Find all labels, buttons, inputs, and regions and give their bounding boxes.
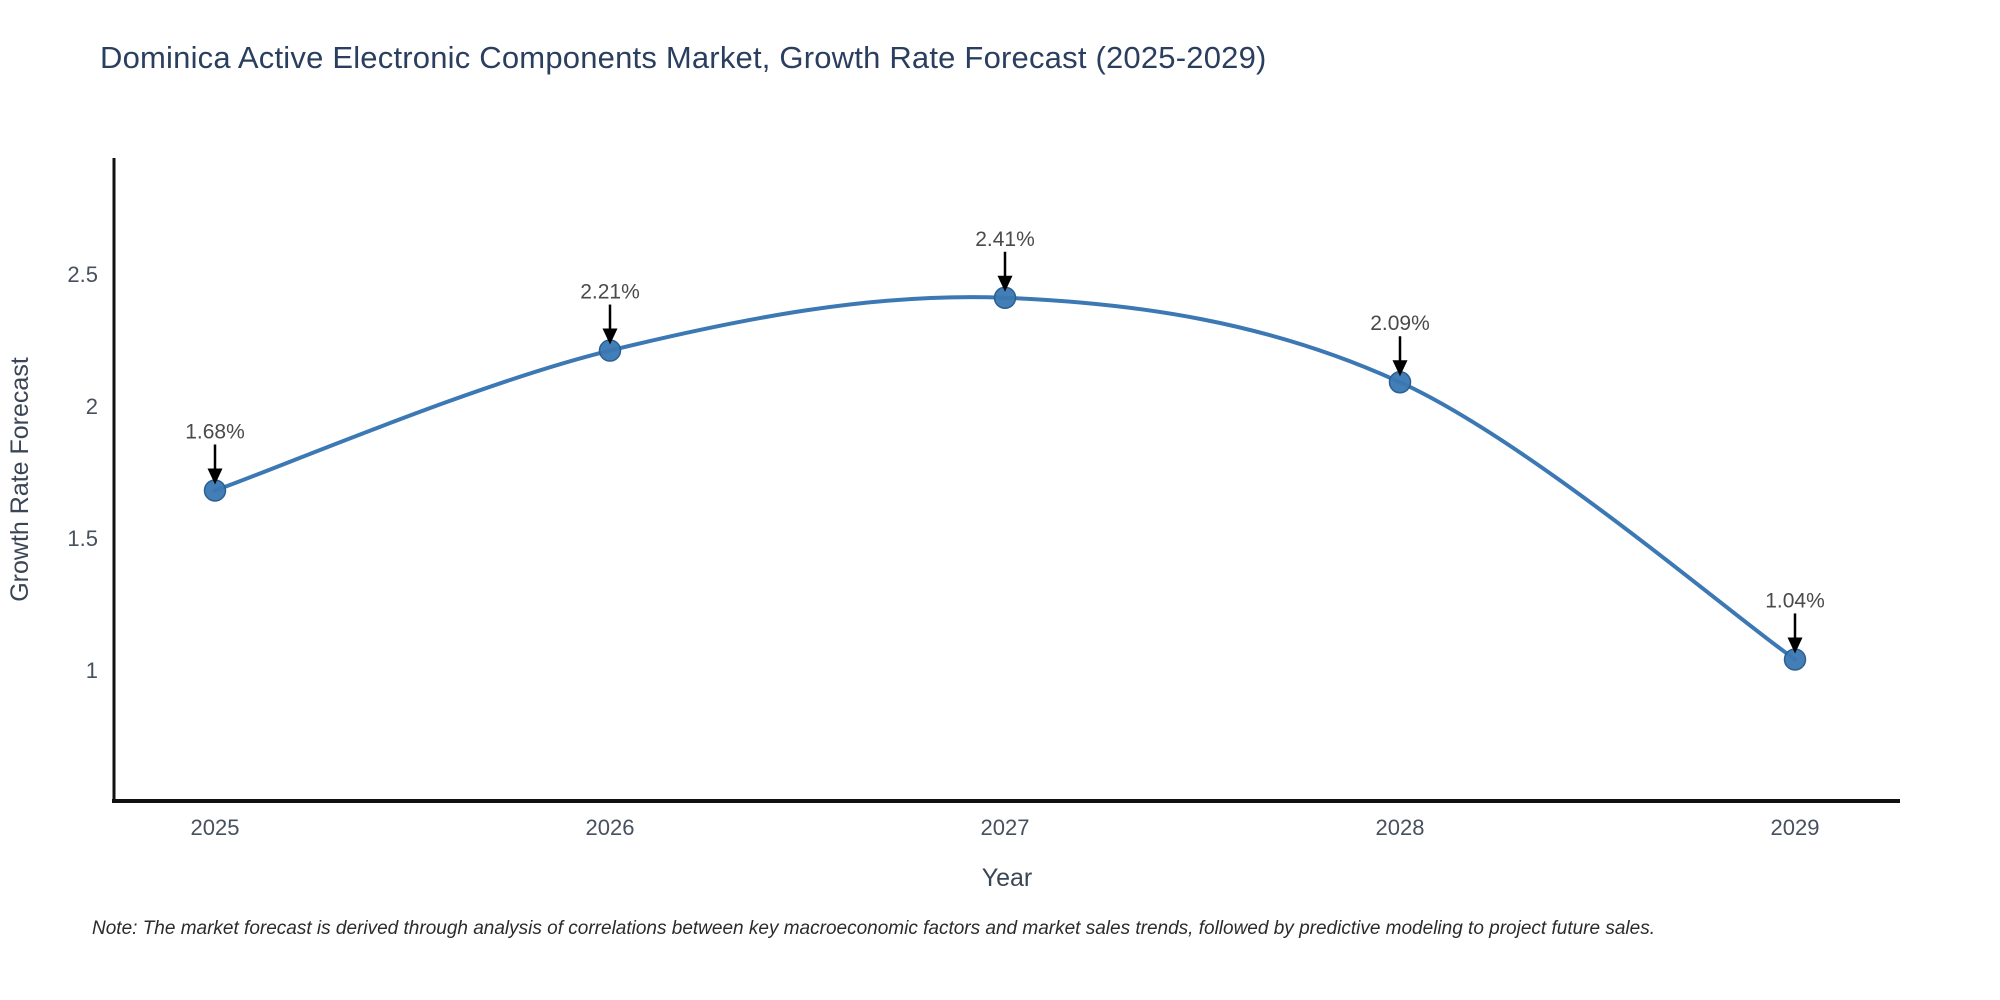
annotation-arrowhead <box>1787 637 1803 654</box>
chart-title: Dominica Active Electronic Components Ma… <box>100 40 1267 75</box>
annotation-arrowhead <box>1392 360 1408 377</box>
annotation-arrowhead <box>602 328 618 345</box>
x-axis-title: Year <box>982 864 1033 892</box>
x-tick-label: 2025 <box>191 815 240 840</box>
data-point-label: 2.41% <box>975 228 1035 251</box>
y-tick-label: 2.5 <box>67 262 98 287</box>
footnote: Note: The market forecast is derived thr… <box>92 918 1655 939</box>
x-tick-label: 2026 <box>586 815 635 840</box>
data-point-label: 2.21% <box>580 281 640 304</box>
x-tick-label: 2028 <box>1376 815 1425 840</box>
y-tick-label: 2 <box>86 394 98 419</box>
data-point-label: 1.04% <box>1765 589 1825 612</box>
x-tick-label: 2029 <box>1771 815 1820 840</box>
y-axis-title: Growth Rate Forecast <box>6 357 34 602</box>
y-tick-label: 1 <box>86 658 98 683</box>
annotation-arrowhead <box>207 468 223 485</box>
annotation-arrowhead <box>997 275 1013 292</box>
data-point-label: 2.09% <box>1370 312 1430 335</box>
forecast-line <box>213 295 1797 662</box>
data-point-label: 1.68% <box>185 420 245 443</box>
x-tick-label: 2027 <box>981 815 1030 840</box>
y-tick-label: 1.5 <box>67 526 98 551</box>
